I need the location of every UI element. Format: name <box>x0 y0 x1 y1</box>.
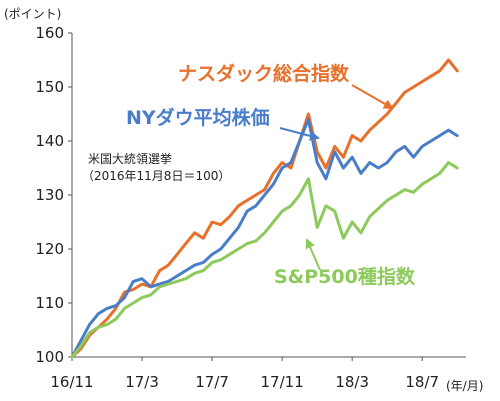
x-tick-label: 18/3 <box>335 373 369 391</box>
y-tick-label: 100 <box>35 348 64 366</box>
annotation-label-0: ナスダック総合指数 <box>178 62 350 85</box>
y-tick-labels: 100 110 120 130 140 150 160 <box>35 24 64 366</box>
series-line-1 <box>70 117 459 359</box>
y-tick-label: 110 <box>35 294 64 312</box>
annotation-label-1: NYダウ平均株価 <box>126 106 270 129</box>
x-tick-label: 18/7 <box>405 373 439 391</box>
x-tick-label: 17/7 <box>195 373 229 391</box>
annotation-arrow-2 <box>305 238 321 271</box>
y-tick-label: 150 <box>35 78 64 96</box>
x-unit-label: (年/月) <box>446 379 483 393</box>
y-unit-label: (ポイント) <box>4 7 61 21</box>
series-annotations: ナスダック総合指数 NYダウ平均株価 S&P500種指数 <box>126 62 416 288</box>
note-line-2: （2016年11月8日＝100） <box>82 169 230 183</box>
y-tick-label: 130 <box>35 186 64 204</box>
annotation-arrow-1 <box>279 127 320 141</box>
note-line-1: 米国大統領選挙 <box>88 151 172 166</box>
y-tick-label: 140 <box>35 132 64 150</box>
y-tick-label: 120 <box>35 240 64 258</box>
x-tick-label: 17/3 <box>125 373 159 391</box>
series-line-0 <box>70 58 459 359</box>
x-tick-label: 17/11 <box>261 373 304 391</box>
annotation-label-2: S&P500種指数 <box>274 265 416 288</box>
series-lines <box>70 58 459 359</box>
axes <box>68 32 466 361</box>
y-tick-label: 160 <box>35 24 64 42</box>
x-tick-label: 16/11 <box>50 373 93 391</box>
series-line-2 <box>70 161 459 359</box>
annotation-arrow-0 <box>351 84 394 109</box>
x-tick-labels: 16/11 17/3 17/7 17/11 18/3 18/7 <box>50 373 439 391</box>
